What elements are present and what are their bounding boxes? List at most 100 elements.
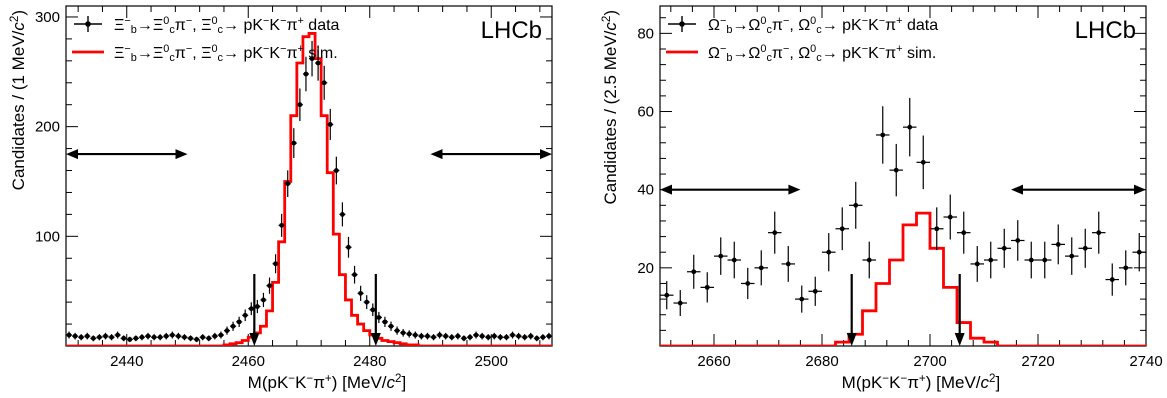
data-point [132,335,139,342]
data-point-marker [920,159,926,165]
signal-window-arrow-head [846,333,857,346]
data-point [309,40,316,77]
data-point [466,334,474,341]
data-point [835,207,849,251]
data-point-marker [291,140,297,146]
data-point-marker [528,333,534,339]
sim-histogram-line [66,32,552,346]
data-point-marker [182,334,187,340]
data-point-marker [346,244,351,250]
x-tick-label: 2460 [232,353,265,370]
data-point-marker [333,168,339,173]
data-point-marker [437,332,443,338]
data-point-marker [97,334,102,340]
data-point [114,331,121,339]
data-point-marker [718,253,724,259]
data-point-marker [188,335,193,341]
data-point-marker [84,333,90,339]
y-tick-label: 80 [637,25,654,42]
legend-label: Ξ−b→Ξ0cπ−, Ξ0c→ pK−K−π+ sim. [114,43,338,64]
data-point [1119,250,1133,286]
data-point-marker [1096,230,1102,236]
plot-area [66,32,552,346]
data-point [193,336,200,343]
data-point-marker [285,181,291,187]
data-point [781,246,795,282]
data-point-marker [893,167,899,173]
data-point [1051,224,1065,265]
data-point-marker [394,328,400,334]
data-point [223,326,231,335]
sideband-arrow-head-left [66,149,78,160]
y-axis-label: Candidates / (2.5 MeV/c2) [600,10,621,205]
y-tick-label: 40 [637,182,654,199]
data-point-marker [352,272,357,278]
sim-histogram-line [660,211,1146,346]
legend: Ξ−b→Ξ0cπ−, Ξ0c→ pK−K−π+ data Ξ−b→Ξ0cπ−, Ξ… [72,15,340,64]
data-point [169,331,176,339]
legend-label: Ω−b→Ω0cπ−, Ω0c→ pK−K−π+ sim. [708,43,936,64]
data-point-marker [974,261,980,267]
y-tick-label: 20 [637,260,654,277]
data-point-marker [321,80,327,86]
data-point-marker [522,334,528,340]
data-point-marker [66,332,72,338]
x-tick-label: 2440 [110,353,143,370]
data-point [138,334,145,341]
data-point [460,335,467,342]
x-tick-label: 2500 [475,353,508,370]
data-point-marker [358,290,364,296]
data-point-marker [218,332,224,338]
data-point [984,241,998,279]
data-point-marker [839,226,845,232]
data-point [345,236,352,258]
data-point-marker [961,230,967,236]
data-point-marker [297,102,303,108]
data-point-marker [254,304,260,309]
data-point-marker [934,226,940,232]
data-point-marker [340,211,345,217]
data-point [351,265,358,284]
y-tick-label: 100 [35,228,60,245]
data-point [230,321,237,331]
data-point [217,331,224,339]
data-point-marker [1082,245,1088,251]
data-point-marker [534,335,540,341]
data-point-marker [510,332,515,338]
data-point-marker [826,249,832,255]
data-point-marker [72,333,78,339]
data-point [436,331,443,339]
data-point [90,335,97,342]
data-point [175,332,182,340]
legend-entry-data: Ξ−b→Ξ0cπ−, Ξ0c→ pK−K−π+ data [74,15,340,36]
data-point [72,332,79,340]
data-point [714,237,728,275]
data-point [406,330,413,338]
data-point-marker [139,334,145,340]
data-point [418,332,425,340]
data-point-marker [812,288,818,294]
data-point-marker [382,319,388,325]
data-point [108,334,115,341]
data-point-marker [206,335,212,341]
data-point-marker [866,257,872,263]
sideband-arrow-head-left [430,149,443,160]
data-point [533,335,540,342]
data-point [1065,237,1079,275]
data-point [163,332,170,340]
data-point [1092,211,1106,254]
data-point [339,202,346,227]
sideband-arrow [430,149,552,160]
sideband-arrow-head-right [540,149,552,160]
data-point [876,106,890,164]
data-point-marker [1055,241,1061,247]
data-point [96,334,103,341]
data-point [296,88,303,121]
data-point-marker [248,306,254,312]
sideband-arrow-head-left [1011,184,1023,195]
data-point [260,292,267,308]
data-point [1011,220,1025,261]
chart-panel-1: 2440 2460 2480 2500 100 200 300 M(pK−K−π+) [MeV… [8,5,553,392]
data-point-marker [880,132,886,138]
data-point-marker [664,292,670,298]
